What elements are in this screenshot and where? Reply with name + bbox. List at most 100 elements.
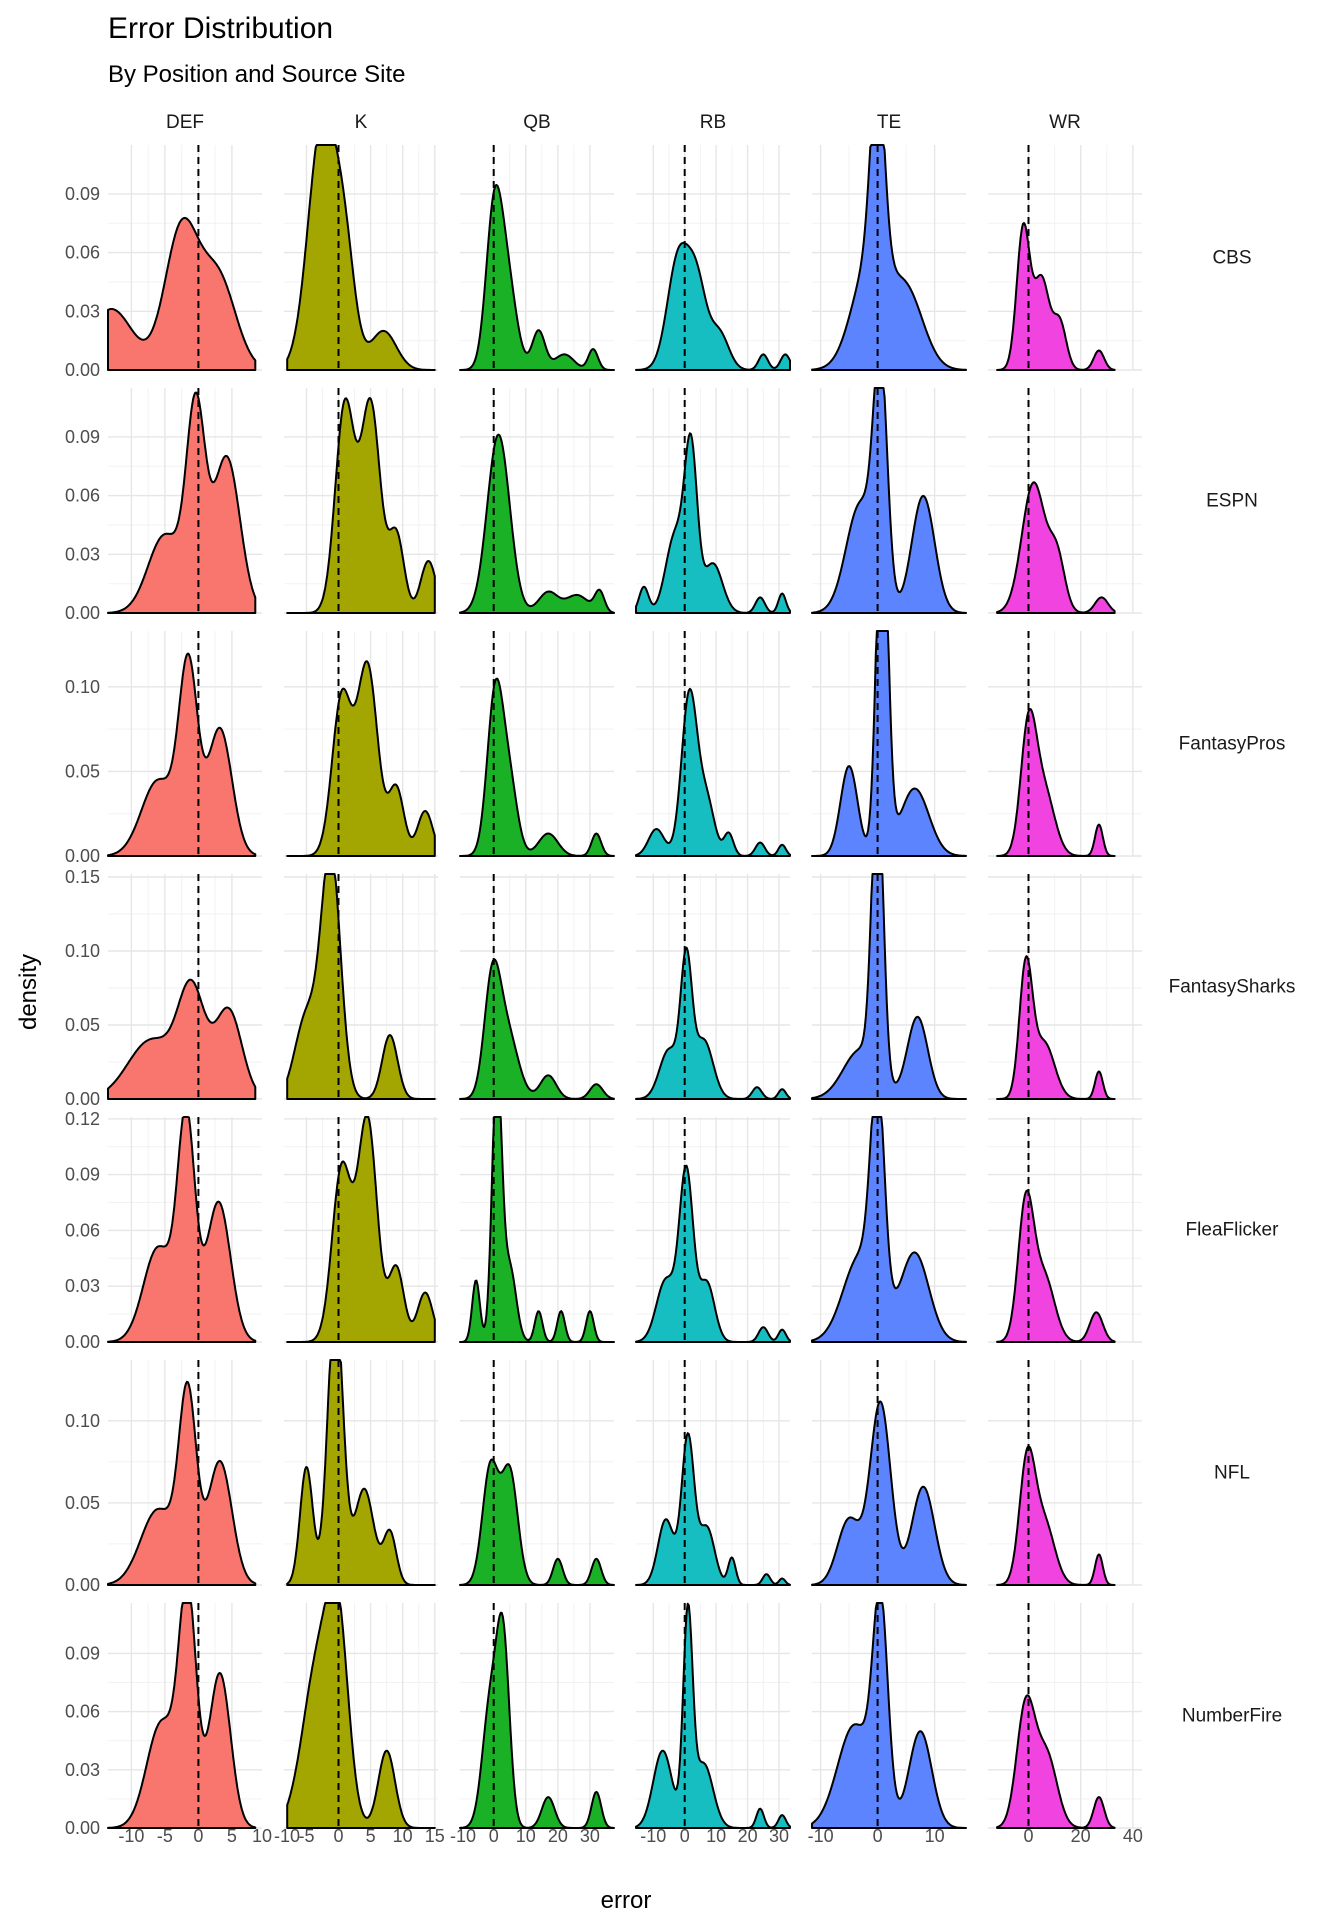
x-tick-label-qb: 10 — [516, 1826, 536, 1846]
panel-nfl-k — [284, 1359, 438, 1586]
panel-fantasysharks-qb — [459, 874, 615, 1100]
x-tick-label-rb: -10 — [640, 1826, 666, 1846]
density-area-nfl-rb — [635, 1432, 791, 1586]
y-tick-label: 0.06 — [65, 1220, 100, 1240]
density-area-nfl-qb — [459, 1458, 615, 1586]
x-tick-label-te: 0 — [873, 1826, 883, 1846]
x-tick-label-te: 10 — [925, 1826, 945, 1846]
x-tick-label-qb-edge: -10 — [450, 1826, 476, 1846]
panel-fleaflicker-te — [811, 1116, 967, 1343]
column-strip-labels: DEF K QB RB TE WR — [166, 112, 1081, 133]
y-tick-label: 0.09 — [65, 1643, 100, 1663]
y-tick-label: 0.03 — [65, 1276, 100, 1296]
density-area-nfl-te — [811, 1400, 967, 1586]
y-tick-label: 0.00 — [65, 1818, 100, 1838]
density-area-numberfire-wr — [996, 1694, 1116, 1829]
density-area-espn-qb — [459, 433, 615, 614]
x-tick-label-wr: 20 — [1071, 1826, 1091, 1846]
density-area-espn-k — [286, 397, 436, 614]
panel-fantasysharks-k — [284, 873, 438, 1100]
panel-nfl-te — [811, 1360, 967, 1586]
facet-panels — [107, 144, 1142, 1829]
panel-numberfire-rb — [635, 1602, 791, 1829]
x-tick-label-def-edge: 10 — [252, 1826, 272, 1846]
density-area-espn-wr — [996, 481, 1116, 614]
panel-espn-def — [107, 388, 262, 614]
panel-fantasypros-def — [107, 631, 262, 857]
y-tick-label: 0.10 — [65, 941, 100, 961]
x-tick-label-k: 5 — [366, 1826, 376, 1846]
strip-label-te: TE — [877, 112, 901, 133]
density-area-nfl-k — [286, 1359, 436, 1586]
x-tick-label-qb: 20 — [548, 1826, 568, 1846]
y-tick-label: 0.00 — [65, 1089, 100, 1109]
panel-cbs-qb — [459, 145, 615, 371]
y-tick-label: 0.00 — [65, 846, 100, 866]
density-area-numberfire-te — [811, 1602, 967, 1829]
x-tick-label-def: 0 — [193, 1826, 203, 1846]
density-area-fantasysharks-k — [286, 873, 436, 1100]
y-tick-label: 0.05 — [65, 1015, 100, 1035]
density-area-nfl-def — [107, 1380, 257, 1586]
x-axis-ticks: -10 -5 0 5 10 -5 0 5 10 15-10 0 10 20 30-10 -10 0 10 20 30… — [118, 1826, 1143, 1846]
density-area-cbs-rb — [635, 241, 791, 371]
y-tick-label: 0.09 — [65, 184, 100, 204]
y-tick-label: 0.10 — [65, 1411, 100, 1431]
panel-nfl-def — [107, 1360, 262, 1586]
panel-cbs-wr — [988, 145, 1142, 371]
density-area-fantasysharks-qb — [459, 958, 615, 1100]
x-tick-label-qb: 30 — [580, 1826, 600, 1846]
x-tick-label-wr: 40 — [1123, 1826, 1143, 1846]
y-tick-label: 0.00 — [65, 603, 100, 623]
panel-nfl-wr — [988, 1360, 1142, 1586]
density-area-fantasysharks-rb — [635, 946, 791, 1100]
y-tick-label: 0.06 — [65, 486, 100, 506]
panel-fantasypros-rb — [635, 631, 791, 857]
density-area-numberfire-qb — [459, 1611, 615, 1829]
y-tick-label: 0.05 — [65, 1493, 100, 1513]
panel-numberfire-k — [284, 1602, 438, 1829]
x-tick-label-rb: 0 — [680, 1826, 690, 1846]
density-area-numberfire-def — [107, 1602, 257, 1829]
strip-label-espn: ESPN — [1206, 491, 1258, 512]
panel-fantasysharks-wr — [988, 874, 1142, 1100]
x-tick-label-rb: 30 — [769, 1826, 789, 1846]
strip-label-rb: RB — [700, 112, 726, 133]
y-tick-label: 0.12 — [65, 1109, 100, 1129]
strip-label-fleaflicker: FleaFlicker — [1186, 1220, 1280, 1241]
panel-fleaflicker-qb — [459, 1116, 615, 1343]
x-tick-label-def: -5 — [157, 1826, 173, 1846]
density-area-fantasysharks-te — [811, 873, 967, 1100]
y-tick-label: 0.00 — [65, 360, 100, 380]
x-tick-label-k: 15 — [425, 1826, 445, 1846]
density-area-fantasypros-qb — [459, 677, 615, 857]
x-tick-label-te: -10 — [808, 1826, 834, 1846]
panel-espn-rb — [635, 388, 791, 614]
density-area-numberfire-rb — [635, 1602, 791, 1829]
y-tick-label: 0.06 — [65, 1702, 100, 1722]
density-area-cbs-qb — [459, 183, 615, 371]
panel-fleaflicker-rb — [635, 1117, 791, 1343]
chart-subtitle: By Position and Source Site — [108, 61, 406, 88]
y-axis-title: density — [15, 954, 42, 1030]
density-area-fleaflicker-k — [286, 1116, 436, 1343]
panel-cbs-rb — [635, 145, 791, 371]
panel-numberfire-qb — [459, 1603, 615, 1829]
panel-espn-k — [284, 388, 438, 614]
x-tick-label-k: -5 — [298, 1826, 314, 1846]
x-tick-label-rb: 20 — [738, 1826, 758, 1846]
strip-label-def: DEF — [166, 112, 204, 133]
y-tick-label: 0.03 — [65, 301, 100, 321]
panel-fantasypros-k — [284, 631, 438, 857]
y-tick-label: 0.09 — [65, 427, 100, 447]
panel-fantasysharks-te — [811, 873, 967, 1100]
x-tick-label-rb: 10 — [706, 1826, 726, 1846]
density-area-cbs-te — [811, 144, 967, 371]
panel-cbs-k — [284, 144, 438, 371]
density-area-fantasysharks-wr — [996, 955, 1116, 1100]
x-tick-label-k: 0 — [333, 1826, 343, 1846]
density-area-fleaflicker-te — [811, 1116, 967, 1343]
panel-fantasysharks-rb — [635, 874, 791, 1100]
strip-label-wr: WR — [1049, 112, 1081, 133]
panel-fleaflicker-k — [284, 1116, 438, 1343]
